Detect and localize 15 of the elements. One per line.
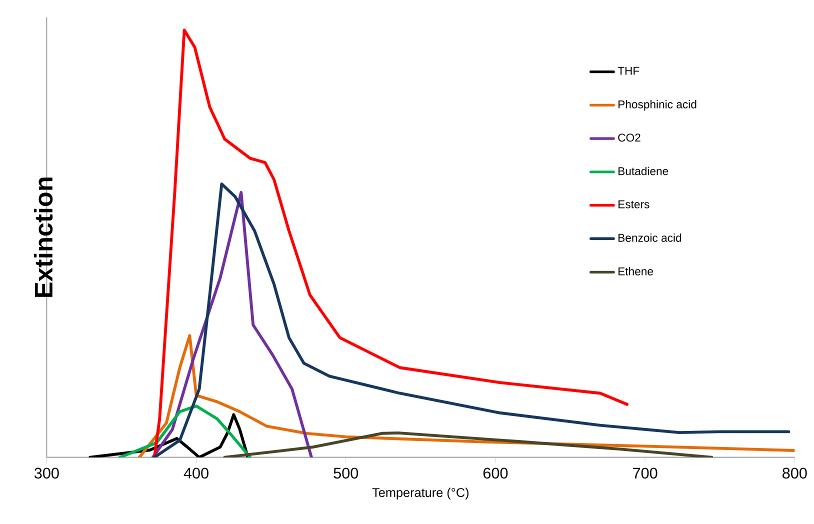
x-tick-label: 800 [782, 468, 807, 479]
x-tick-label: 500 [334, 468, 358, 479]
y-axis-title: Extinction [34, 178, 53, 297]
legend-label: Ethene [618, 267, 653, 276]
x-tick-label: 300 [34, 468, 59, 479]
x-tick-label: 600 [483, 468, 508, 479]
legend-label: Benzoic acid [618, 234, 682, 242]
x-tick-label: 700 [633, 468, 658, 479]
legend-label: Phosphinic acid [618, 100, 696, 111]
legend-label: Esters [618, 200, 650, 208]
legend-label: Butadiene [618, 166, 668, 176]
x-tick-label: 400 [184, 468, 208, 479]
x-axis-title: Temperature (°C) [372, 488, 469, 500]
legend-label: THF [618, 66, 640, 75]
legend-label: CO2 [618, 134, 640, 142]
